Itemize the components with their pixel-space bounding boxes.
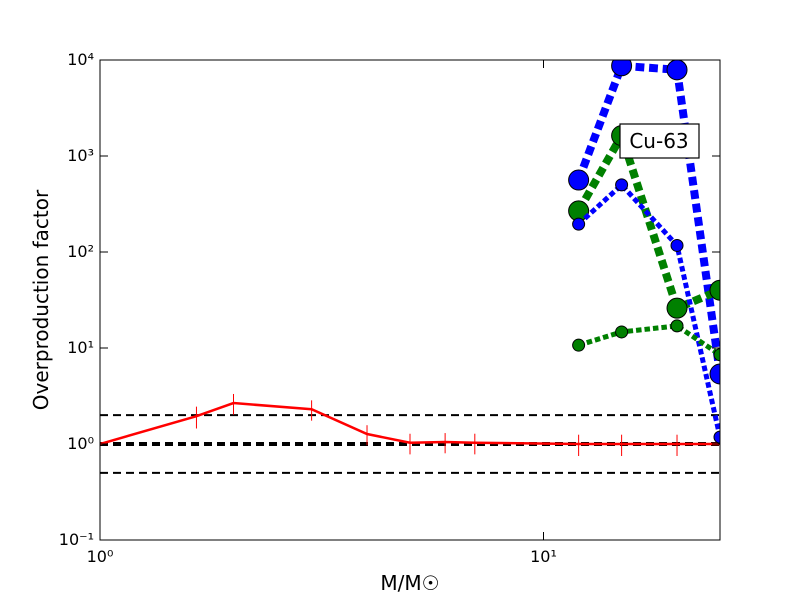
marker — [568, 169, 590, 191]
y-tick-label: 10¹ — [67, 338, 94, 357]
y-tick-label: 10² — [67, 242, 94, 261]
plot-area — [100, 60, 720, 474]
y-tick-label: 10⁰ — [67, 434, 94, 453]
y-tick-label: 10⁴ — [67, 50, 94, 69]
marker — [666, 60, 688, 81]
marker — [611, 60, 633, 77]
marker — [615, 178, 629, 192]
marker — [670, 319, 684, 333]
marker — [713, 348, 720, 362]
series-line — [575, 125, 720, 314]
marker — [713, 430, 720, 444]
marker — [709, 279, 720, 301]
marker — [666, 297, 688, 319]
x-tick-label: 10¹ — [530, 547, 557, 566]
marker — [709, 363, 720, 385]
series-line — [100, 401, 720, 446]
series-line — [576, 181, 720, 438]
series-line — [574, 61, 720, 375]
plot-frame — [99, 59, 721, 541]
series-line — [577, 323, 720, 357]
y-tick-label: 10³ — [67, 146, 94, 165]
x-axis-label: M/M☉ — [380, 571, 439, 595]
annotation-box — [619, 123, 700, 159]
marker — [615, 325, 629, 339]
marker — [572, 338, 586, 352]
marker — [572, 217, 586, 231]
y-tick-label: 10⁻¹ — [59, 530, 94, 549]
marker — [670, 238, 684, 252]
y-axis-label: Overproduction factor — [29, 189, 53, 410]
x-tick-label: 10⁰ — [87, 547, 114, 566]
annotation: Cu-63 — [629, 129, 688, 153]
